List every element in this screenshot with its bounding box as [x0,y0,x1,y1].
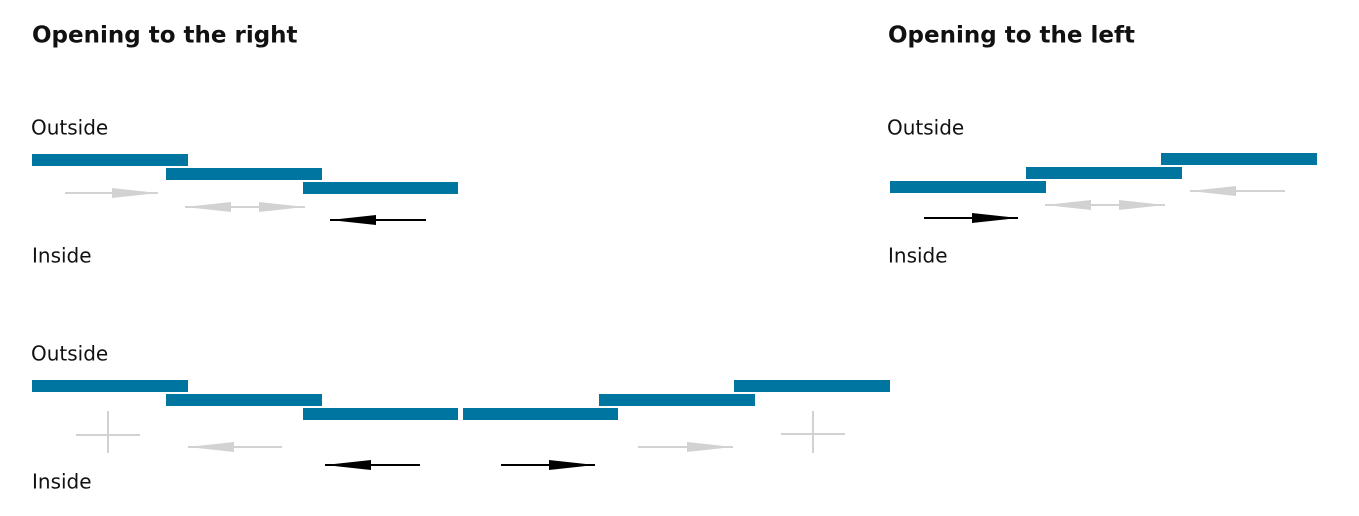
door-panel [32,154,188,166]
outside-label: Outside [31,116,108,140]
door-panel [890,181,1046,193]
panel: Outside Inside [31,116,458,268]
door-panel [166,394,322,406]
heading: Opening to the right [32,23,298,49]
pivot-cross [76,411,140,453]
heading: Opening to the left [888,23,1135,49]
door-panel [734,380,890,392]
door-panel [303,182,458,194]
door-panel [1026,167,1182,179]
inside-label: Inside [888,244,948,268]
door-panel [463,408,618,420]
door-panel [1161,153,1317,165]
outside-label: Outside [887,116,964,140]
panel: Outside Inside [31,342,890,494]
panel: Outside Inside [887,116,1317,268]
door-panel [303,408,458,420]
inside-label: Inside [32,244,92,268]
pivot-cross [781,411,845,453]
door-panel [166,168,322,180]
inside-label: Inside [32,470,92,494]
door-panel [32,380,188,392]
door-panel [599,394,755,406]
outside-label: Outside [31,342,108,366]
